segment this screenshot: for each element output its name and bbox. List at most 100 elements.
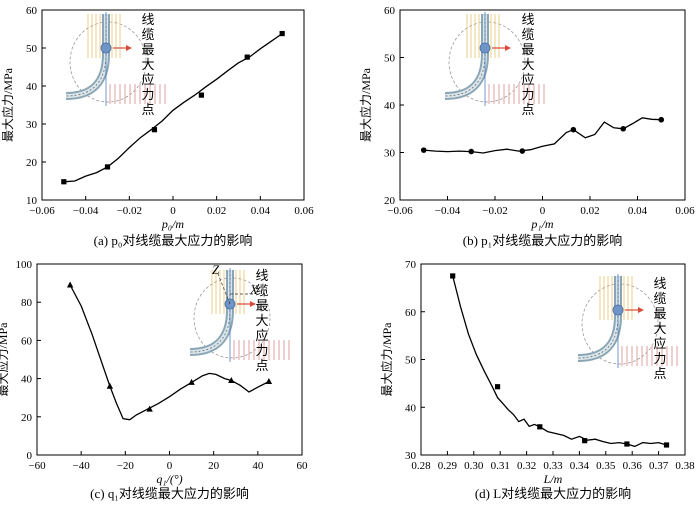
- y-tick-label: 30: [384, 148, 396, 160]
- x-tick-label: −40: [73, 460, 91, 472]
- chart-caption: (b) p₁对线缆最大应力的影响: [463, 233, 622, 248]
- x-tick-label: 0.34: [570, 460, 590, 472]
- x-tick-label: −0.04: [435, 205, 461, 217]
- x-tick-label: 0.04: [628, 205, 648, 217]
- inset-diagram: 线缆最大应力点: [65, 12, 166, 117]
- data-point: [468, 148, 475, 155]
- x-tick-label: −0.02: [117, 205, 142, 217]
- y-tick-label: 20: [384, 195, 396, 207]
- series-line: [423, 117, 662, 154]
- data-point: [279, 30, 285, 37]
- y-tick-label: 80: [21, 297, 33, 309]
- y-tick-label: 0: [27, 450, 33, 462]
- data-point: [188, 378, 195, 385]
- x-tick-label: 0.37: [649, 460, 669, 472]
- x-tick-label: −0.02: [482, 205, 507, 217]
- inset-label: 线缆最大应力点: [141, 12, 154, 117]
- x-tick-label: 0.06: [675, 205, 695, 217]
- chart-p0: −0.06 −0.04 −0.02 0 0.02 0.04 0.06 10 20 30 40 50 60…: [0, 5, 314, 248]
- y-tick-label: 60: [26, 5, 38, 17]
- chart-q1: −60 −40 −20 0 20 40 60 0 20 40 60 80 100 q₁/(°) 最大应力/M…: [0, 259, 308, 501]
- arrow-head: [250, 301, 256, 307]
- y-tick-label: 40: [384, 100, 396, 112]
- y-axis-label: 最大应力/MPa: [0, 322, 10, 397]
- x-tick-label: −0.06: [29, 205, 55, 217]
- y-tick-label: 50: [384, 53, 396, 65]
- x-tick-label: 0: [170, 205, 176, 217]
- y-tick-label: 30: [26, 119, 38, 131]
- x-tick-label: 0.30: [464, 460, 484, 472]
- data-point: [151, 127, 158, 133]
- reference-circle: [69, 21, 147, 103]
- x-tick-label: −0.06: [387, 205, 413, 217]
- data-point: [519, 148, 526, 154]
- y-tick-label: 100: [16, 259, 33, 271]
- chart-caption: (c) q₁对线缆最大应力的影响: [90, 486, 249, 501]
- data-point: [537, 424, 543, 430]
- plot-frame: [420, 263, 686, 456]
- x-tick-label: −0.04: [73, 205, 99, 217]
- x-tick-label: 0.36: [623, 460, 643, 472]
- arrow-head: [126, 45, 132, 51]
- x-tick-label: 0: [540, 205, 546, 217]
- y-tick-label: 50: [26, 43, 38, 55]
- y-tick-label: 10: [26, 195, 38, 207]
- inset-axis-z: Z: [212, 262, 220, 277]
- x-tick-label: 60: [297, 460, 309, 472]
- x-tick-label: 0.38: [675, 460, 695, 472]
- y-tick-label: 40: [21, 374, 33, 386]
- x-tick-label: 0.32: [517, 460, 536, 472]
- x-tick-label: 40: [252, 460, 264, 472]
- data-point: [198, 92, 204, 98]
- data-point: [658, 116, 665, 123]
- data-point: [663, 442, 670, 448]
- data-point: [106, 382, 114, 389]
- max-stress-point: [100, 42, 112, 54]
- reference-circle: [448, 21, 526, 103]
- data-point: [146, 405, 153, 412]
- x-tick-label: 0.35: [596, 460, 616, 472]
- x-tick-label: 0.06: [294, 205, 314, 217]
- plot-frame: [399, 9, 686, 201]
- x-tick-label: −20: [117, 460, 135, 472]
- x-tick-label: 0.02: [580, 205, 599, 217]
- chart-p1: −0.06 −0.04 −0.02 0 0.02 0.04 0.06 20 30 40 50 60 p₁…: [358, 5, 695, 248]
- inset-label: 线缆最大应力点: [255, 268, 268, 373]
- y-tick-label: 40: [26, 81, 38, 93]
- arrow-head: [638, 307, 644, 313]
- y-tick-label: 20: [21, 412, 33, 424]
- x-axis-label: p₁/m: [530, 217, 554, 231]
- data-point: [104, 164, 111, 170]
- x-tick-label: 0.28: [411, 460, 431, 472]
- reference-circle: [193, 277, 271, 359]
- data-point: [450, 273, 456, 279]
- y-tick-label: 60: [405, 307, 417, 319]
- x-tick-label: 0.04: [251, 205, 271, 217]
- inset-label: 线缆最大应力点: [653, 276, 666, 381]
- x-tick-label: 0: [167, 460, 173, 472]
- max-stress-point: [612, 304, 624, 316]
- y-axis-label: 最大应力/MPa: [379, 322, 394, 397]
- data-point: [624, 441, 630, 447]
- inset-diagram: 线缆最大应力点: [444, 12, 545, 117]
- z-axis-line: [217, 273, 231, 305]
- arrow-head: [505, 45, 511, 51]
- x-tick-label: 0.33: [543, 460, 563, 472]
- y-tick-label: 70: [405, 259, 417, 271]
- inset-diagram: 线缆最大应力点: [577, 274, 678, 381]
- x-tick-label: −60: [28, 460, 46, 472]
- data-point: [570, 126, 577, 133]
- x-tick-label: 0.02: [207, 205, 226, 217]
- data-point: [494, 384, 501, 390]
- data-point: [244, 54, 250, 60]
- data-point: [66, 281, 74, 288]
- x-axis-label: q₁/(°): [156, 472, 182, 486]
- data-point: [620, 125, 627, 132]
- y-tick-label: 60: [21, 335, 33, 347]
- x-axis-label: L/m: [543, 472, 563, 486]
- chart-caption: (d) L对线缆最大应力的影响: [475, 486, 631, 501]
- series-line: [69, 284, 270, 421]
- y-tick-label: 30: [405, 450, 417, 462]
